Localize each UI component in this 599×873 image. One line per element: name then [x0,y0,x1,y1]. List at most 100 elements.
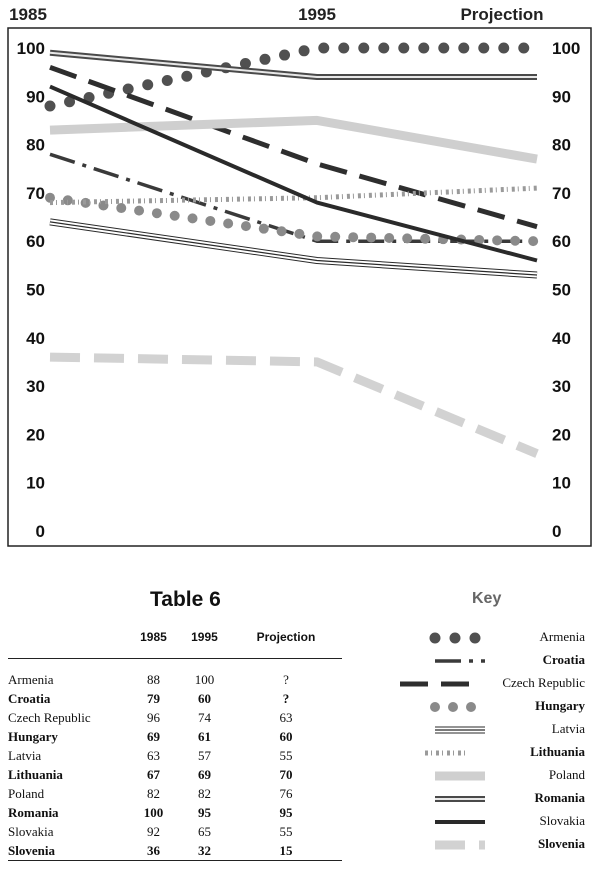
table-row: Latvia 63 57 55 [8,746,342,765]
series-czech [49,64,538,230]
cell-proj: 55 [279,747,293,763]
series-line-romania-layer1 [49,51,537,78]
y-tick-right-30: 30 [552,377,571,396]
cell-proj: 76 [279,785,293,801]
cell-country: Slovenia [8,841,128,861]
cell-proj: 70 [279,766,293,782]
cell-country: Czech Republic [8,709,91,725]
table-row: Slovakia 92 65 55 [8,822,342,841]
y-tick-left-70: 70 [26,184,45,203]
series-line-latvia [49,218,538,279]
cell-v1985: 100 [143,804,164,820]
y-tick-right-70: 70 [552,184,571,203]
key-swatch-romania [435,796,485,802]
table-row: Slovenia 36 32 15 [8,841,342,861]
series-slovenia [49,352,539,458]
cell-v1995: 60 [197,690,211,706]
cell-v1995: 32 [178,841,230,861]
key-label-romania: Romania [534,790,585,805]
y-tick-left-10: 10 [26,474,45,493]
y-tick-left-90: 90 [26,87,45,106]
cell-v1985: 63 [146,747,160,763]
key-swatch-poland [435,771,485,781]
header-1995: 1995 [178,630,230,659]
cell-proj: 63 [279,709,293,725]
y-tick-left-20: 20 [26,425,45,444]
cell-proj: 95 [279,804,293,820]
series-line-romania [49,49,537,80]
table-row: Czech Republic 96 74 63 [8,708,342,727]
cell-v1995: 61 [197,728,211,744]
series-lines [44,42,543,458]
key-swatch-czech [400,681,475,687]
cell-v1995: 82 [197,785,211,801]
y-tick-right-0: 0 [552,522,561,541]
data-table: 1985 1995 Projection Armenia 88 100? Croati… [8,630,342,861]
cell-proj: 55 [279,823,293,839]
key-label-hungary: Hungary [535,698,585,713]
cell-v1985: 96 [146,709,160,725]
series-latvia [49,218,538,279]
y-tick-right-10: 10 [552,474,571,493]
table-row: Lithuania 67 69 70 [8,765,342,784]
cell-v1995: 65 [197,823,211,839]
y-tick-right-80: 80 [552,136,571,155]
key-item-croatia: Croatia [395,650,595,672]
key-item-lithuania: Lithuania [395,742,595,764]
key-item-armenia: Armenia [395,627,595,649]
table-row: Romania 100 95 95 [8,803,342,822]
key-label-slovakia: Slovakia [539,813,586,828]
key-item-slovakia: Slovakia [395,811,595,833]
cell-country: Hungary [8,728,58,744]
cell-proj: 15 [229,841,342,861]
table-body: Armenia 88 100? Croatia 79 60? Czech Republic 9… [8,659,342,861]
cell-v1985: 88 [146,671,160,687]
cell-country: Lithuania [8,766,63,782]
y-tick-right-50: 50 [552,281,571,300]
key-label-armenia: Armenia [539,629,585,644]
y-tick-left-100: 100 [17,39,45,58]
cell-v1985: 67 [146,766,160,782]
series-romania [49,49,537,80]
key-item-czech: Czech Republic [395,673,595,695]
y-tick-right-20: 20 [552,425,571,444]
cell-country: Armenia [8,671,54,687]
y-tick-left-80: 80 [26,136,45,155]
cell-v1995: 95 [197,804,211,820]
key-item-latvia: Latvia [395,719,595,741]
cell-country: Latvia [8,747,42,763]
plot-frame [7,27,592,547]
y-axis-right-ticks: 0 10 20 30 40 50 60 70 80 90 100 [552,39,580,541]
cell-proj: ? [282,690,290,706]
series-line-slovenia [49,352,539,458]
cell-v1985: 92 [146,823,160,839]
cell-country: Romania [8,804,59,820]
y-tick-left-40: 40 [26,329,45,348]
cell-v1985: 79 [146,690,160,706]
table-row: Hungary 69 61 60 [8,727,342,746]
key-swatch-lithuania [425,750,465,756]
key-swatch-croatia [435,659,485,663]
table-row: Poland 82 82 76 [8,784,342,803]
key-swatch-armenia [429,632,485,644]
key-item-romania: Romania [395,788,595,810]
series-armenia [44,42,543,112]
key-item-poland: Poland [395,765,595,787]
line-chart: 1985 1995 Projection 0 10 20 30 40 50 60 70 80 90 10… [7,5,592,547]
y-tick-right-40: 40 [552,329,571,348]
y-tick-left-60: 60 [26,232,45,251]
x-header-projection: Projection [460,5,543,24]
y-axis-left-ticks: 0 10 20 30 40 50 60 70 80 90 100 [17,39,45,541]
series-line-czech [49,64,538,230]
series-line-latvia-layer2 [49,221,538,276]
series-slovakia [49,84,538,263]
key-label-slovenia: Slovenia [538,836,585,851]
y-tick-left-50: 50 [26,281,45,300]
key-swatch-slovakia [435,820,485,824]
table-header-row: 1985 1995 Projection [8,630,342,659]
series-line-armenia [44,42,543,112]
cell-proj: 60 [279,728,293,744]
header-projection: Projection [229,630,342,659]
cell-v1995: 69 [197,766,211,782]
key-title: Key [472,590,502,607]
